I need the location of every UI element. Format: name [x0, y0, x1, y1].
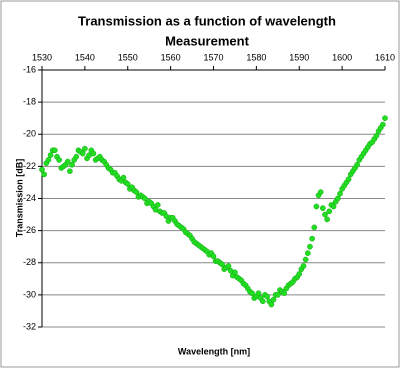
- point: [210, 253, 217, 260]
- y-tick-label: -18: [23, 97, 36, 107]
- x-tick-label: 1570: [203, 52, 223, 62]
- point: [47, 152, 54, 158]
- point: [82, 145, 88, 152]
- x-tick-label: 1530: [32, 52, 52, 62]
- point: [120, 174, 127, 181]
- point: [274, 292, 281, 298]
- point: [345, 176, 352, 183]
- y-tick-label: -16: [23, 64, 36, 74]
- point: [373, 133, 380, 139]
- point: [268, 301, 275, 308]
- x-tick-label: 1580: [246, 52, 266, 62]
- point: [142, 195, 148, 202]
- point: [330, 203, 337, 210]
- point: [69, 161, 75, 168]
- point: [311, 224, 318, 231]
- x-tick-label: 1540: [75, 52, 95, 62]
- point: [259, 298, 266, 305]
- point: [45, 157, 52, 163]
- point: [64, 158, 71, 165]
- point: [232, 269, 238, 276]
- point: [307, 243, 313, 250]
- point: [309, 235, 315, 242]
- point: [90, 150, 97, 157]
- point: [219, 261, 225, 268]
- point: [67, 168, 73, 175]
- y-tick-label: -32: [23, 321, 36, 331]
- y-axis-label: Transmission [dB]: [14, 159, 24, 238]
- point: [319, 205, 326, 211]
- y-tick-label: -20: [23, 129, 36, 139]
- y-tick-label: -28: [23, 257, 36, 267]
- point: [302, 256, 309, 263]
- point: [281, 290, 288, 297]
- point: [322, 211, 328, 218]
- point: [304, 250, 311, 256]
- x-axis-label: Wavelength [nm]: [178, 346, 250, 356]
- point: [52, 147, 58, 154]
- point: [264, 293, 270, 300]
- y-tick-label: -26: [23, 225, 36, 235]
- point: [300, 263, 307, 269]
- x-tick-label: 1560: [161, 52, 181, 62]
- chart-subtitle: Measurement: [165, 33, 249, 48]
- point: [382, 115, 388, 122]
- x-tick-label: 1590: [289, 52, 309, 62]
- point: [39, 166, 45, 173]
- point: [296, 271, 303, 277]
- point: [313, 203, 320, 210]
- point: [380, 121, 386, 128]
- point: [154, 202, 161, 208]
- x-tick-label: 1550: [118, 52, 138, 62]
- point: [337, 190, 343, 197]
- point: [270, 296, 277, 303]
- point: [124, 181, 131, 187]
- point: [41, 171, 47, 178]
- y-tick-label: -30: [23, 289, 36, 299]
- point: [334, 195, 341, 202]
- x-tick-label: 1600: [332, 52, 352, 62]
- point: [255, 290, 262, 297]
- y-tick-label: -24: [23, 193, 36, 203]
- point: [73, 153, 80, 160]
- point: [354, 161, 360, 168]
- point: [326, 208, 333, 215]
- y-tick-label: -22: [23, 161, 36, 171]
- x-tick-label: 1610: [375, 52, 395, 62]
- point: [56, 157, 63, 163]
- point: [249, 290, 255, 297]
- point: [79, 150, 86, 157]
- point: [133, 189, 140, 195]
- point: [324, 216, 330, 223]
- point: [317, 189, 324, 195]
- chart-title: Transmission as a function of wavelength: [78, 13, 336, 28]
- point: [225, 263, 232, 269]
